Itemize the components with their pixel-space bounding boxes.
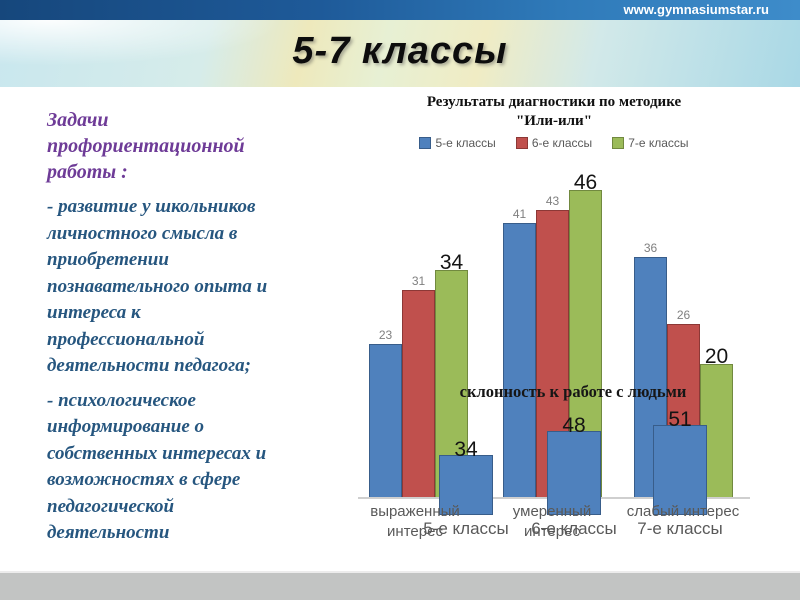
legend-swatch-icon: [612, 137, 625, 149]
bar: [503, 223, 536, 498]
bar-value-label: 34: [439, 251, 464, 274]
front-category-label: 7-е классы: [637, 519, 723, 538]
site-url: www.gymnasiumstar.ru: [623, 2, 769, 17]
bar-value-label: 31: [411, 274, 426, 288]
bar-value-label: 36: [643, 241, 658, 255]
chart-title: Результаты диагностики по методике "Или-…: [358, 93, 750, 131]
front-bar: [547, 431, 601, 515]
legend-item: 6-е классы: [515, 136, 592, 150]
legend-item: 5-е классы: [419, 136, 496, 150]
front-category-label: 5-е классы: [423, 519, 509, 538]
tasks-text-block: Задачи профориентационной работы : - раз…: [47, 107, 309, 555]
chart-legend: 5-е классы 6-е классы 7-е классы: [358, 136, 750, 150]
front-bar: [653, 425, 707, 515]
bar-value-label: 23: [378, 328, 393, 342]
front-bar-value-label: 48: [562, 414, 586, 437]
overlay-chart-title: склонность к работе с людьми: [459, 382, 687, 401]
task-item-2: - психологическое информирование о собст…: [47, 389, 267, 544]
task-item-1: - развитие у школьников личностного смыс…: [47, 196, 268, 376]
front-bar: [439, 455, 493, 515]
bar: [369, 344, 402, 498]
bar-value-label: 20: [704, 345, 729, 368]
category-label: слабый интерес: [626, 503, 740, 520]
diagnostics-chart: Результаты диагностики по методике "Или-…: [358, 90, 758, 560]
chart-plot-area: склонность к работе с людьми 23 41 36 31 43 2…: [358, 90, 758, 560]
tasks-heading: Задачи профориентационной работы :: [47, 109, 245, 183]
front-bar-value-label: 34: [454, 438, 478, 461]
chart-title-line-2: "Или-или": [515, 113, 593, 129]
legend-swatch-icon: [515, 137, 528, 149]
front-bar-value-label: 51: [668, 408, 692, 431]
bar-value-label: 41: [512, 207, 527, 221]
legend-swatch-icon: [419, 137, 432, 149]
bar-value-label: 46: [573, 171, 598, 194]
header-bar: www.gymnasiumstar.ru: [0, 0, 800, 20]
category-label: умеренный интерес: [512, 503, 592, 540]
chart-title-line-1: Результаты диагностики по методике: [426, 94, 682, 110]
title-banner: 5-7 классы: [0, 20, 800, 87]
bar-value-label: 43: [545, 194, 560, 208]
footer-bar: [0, 571, 800, 600]
legend-item: 7-е классы: [612, 136, 689, 150]
bar: [402, 290, 435, 498]
bar-value-label: 26: [676, 308, 691, 322]
front-category-label: 6-е классы: [531, 519, 617, 538]
category-label: выраженный интерес: [370, 503, 460, 540]
slide-title: 5-7 классы: [292, 30, 508, 72]
